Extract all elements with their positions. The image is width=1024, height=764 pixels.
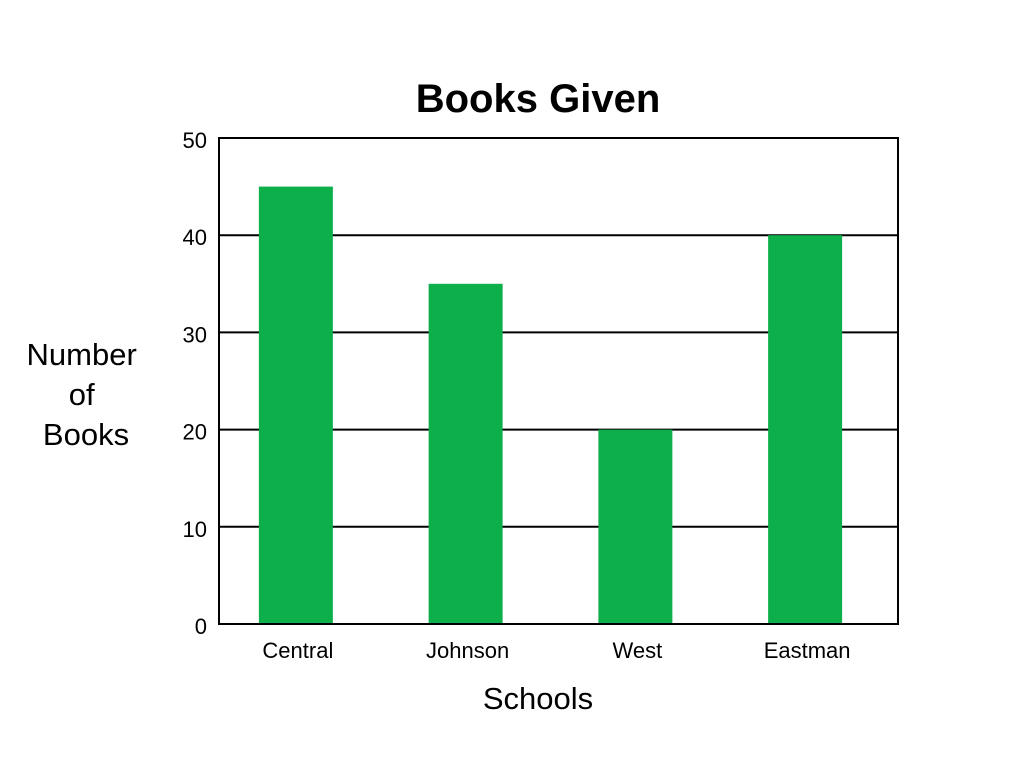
y-axis-label-line-2: of [69, 377, 95, 412]
y-tick-label: 0 [195, 614, 207, 639]
y-tick-label: 10 [183, 517, 207, 542]
bar-central [258, 186, 333, 624]
y-tick-label: 50 [183, 128, 207, 153]
x-tick-label: Central [262, 638, 333, 663]
y-tick-label: 30 [183, 322, 207, 347]
bars [258, 186, 843, 624]
y-axis-label: Number of Books [27, 337, 146, 452]
x-tick-label: West [613, 638, 663, 663]
x-tick-label: Johnson [426, 638, 509, 663]
chart-title: Books Given [416, 77, 661, 121]
x-tick-labels: Central Johnson West Eastman [262, 638, 850, 663]
y-tick-label: 40 [183, 225, 207, 250]
y-axis-label-line-3: Books [43, 417, 129, 452]
y-tick-labels: 0 10 20 30 40 50 [183, 128, 207, 639]
y-axis-label-line-1: Number [27, 337, 137, 372]
x-axis-label: Schools [483, 681, 593, 716]
y-tick-label: 20 [183, 420, 207, 445]
plot-frame [218, 137, 899, 625]
bar-eastman [768, 235, 843, 624]
bar-west [598, 429, 673, 624]
x-tick-label: Eastman [764, 638, 851, 663]
bar-johnson [428, 283, 503, 624]
